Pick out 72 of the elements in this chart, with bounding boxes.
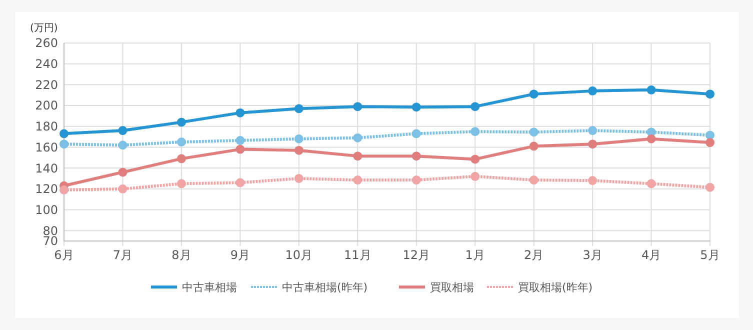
point: [236, 144, 245, 154]
point: [236, 178, 245, 188]
point: [118, 184, 128, 194]
point: [176, 118, 186, 127]
point: [588, 176, 598, 186]
legend-label: 買取相場: [430, 280, 474, 294]
y-tick-label: 140: [35, 161, 58, 176]
x-tick-label: 3月: [582, 248, 602, 262]
point: [412, 102, 421, 112]
x-tick-label: 7月: [112, 248, 133, 262]
y-tick-label: 160: [35, 140, 58, 154]
point: [412, 129, 421, 138]
point: [236, 108, 245, 118]
point: [470, 154, 480, 164]
x-tick-label: 4月: [641, 248, 662, 262]
point: [529, 176, 538, 185]
point: [529, 142, 538, 151]
y-tick-label: 180: [35, 120, 58, 134]
x-tick-label: 1月: [465, 248, 485, 262]
y-tick-label: 240: [35, 57, 58, 72]
point: [118, 140, 128, 150]
point: [588, 126, 598, 136]
point: [470, 102, 480, 112]
point: [588, 86, 598, 96]
point: [529, 128, 538, 137]
point: [294, 146, 304, 155]
point: [60, 185, 68, 194]
point: [60, 140, 68, 149]
point: [176, 154, 186, 164]
point: [646, 134, 656, 144]
point: [353, 176, 362, 185]
point: [470, 127, 480, 136]
y-tick-label: 100: [35, 202, 58, 217]
point: [353, 152, 362, 161]
legend-label: 中古車相場(昨年): [282, 280, 368, 294]
point: [646, 179, 656, 188]
point: [176, 138, 186, 146]
point: [646, 85, 656, 94]
point: [412, 176, 421, 185]
x-tick-label: 2月: [524, 248, 544, 262]
legend-label: 中古車相場: [182, 280, 237, 294]
point: [118, 126, 128, 136]
x-tick-label: 8月: [172, 248, 192, 262]
y-tick-label: 120: [35, 182, 58, 196]
point: [60, 129, 68, 138]
point: [412, 152, 421, 161]
point: [236, 136, 245, 145]
x-tick-label: 9月: [230, 248, 250, 262]
x-tick-label: 10月: [285, 248, 313, 262]
point: [294, 174, 304, 183]
point: [118, 168, 128, 177]
point: [294, 104, 304, 114]
y-axis-title: (万円): [30, 23, 58, 34]
point: [176, 179, 186, 188]
x-tick-label: 12月: [402, 248, 430, 262]
point: [353, 102, 362, 112]
point: [706, 182, 714, 192]
point: [353, 133, 362, 142]
point: [294, 134, 304, 144]
point: [529, 90, 538, 99]
x-tick-label: 11月: [344, 248, 372, 262]
y-tick-label: 220: [35, 78, 58, 92]
y-tick-label: 200: [35, 98, 58, 113]
point: [706, 90, 714, 99]
y-tick-label: 260: [35, 36, 58, 50]
point: [706, 138, 714, 148]
y-tick-label: 70: [42, 234, 58, 248]
x-tick-label: 6月: [54, 248, 74, 262]
legend-label: 買取相場(昨年): [518, 280, 593, 294]
x-tick-label: 5月: [700, 248, 720, 262]
point: [588, 140, 598, 149]
point: [470, 172, 480, 181]
